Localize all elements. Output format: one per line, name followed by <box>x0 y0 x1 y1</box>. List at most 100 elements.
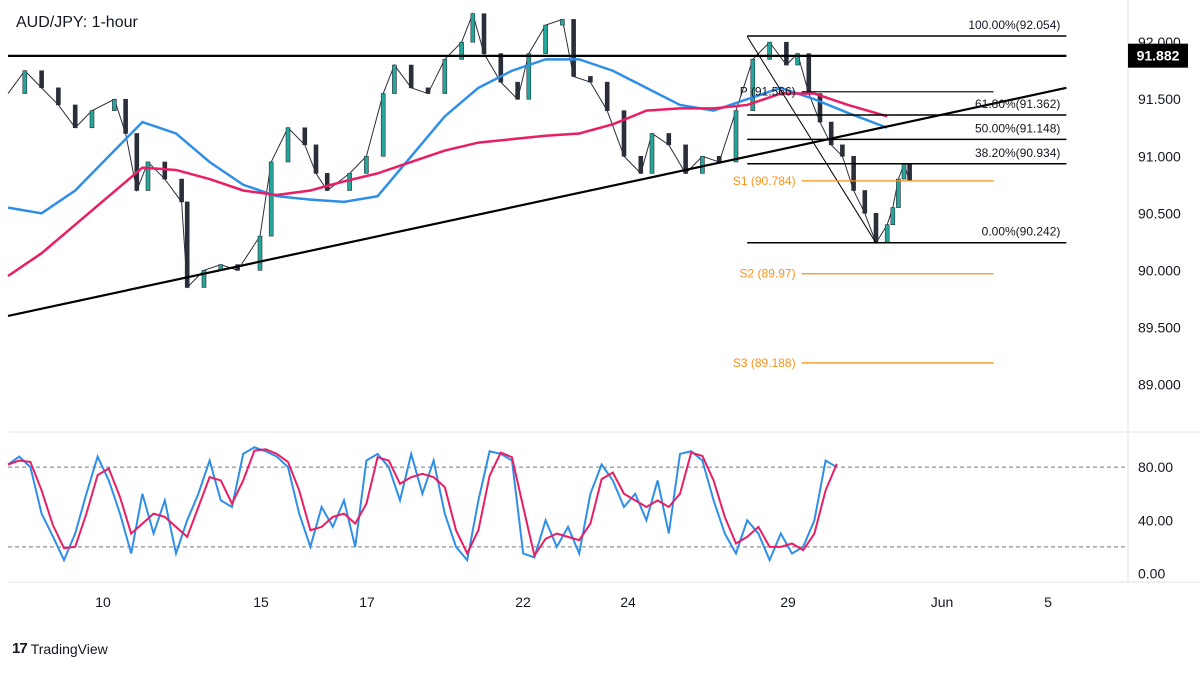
candle <box>716 155 722 163</box>
candle <box>638 155 644 174</box>
tradingview-logo-icon: 17 <box>12 640 28 657</box>
candle <box>364 155 369 174</box>
moving-average-line <box>7 92 888 278</box>
candle <box>201 270 207 288</box>
pivot-level-label: S3 (89.188) <box>733 356 796 370</box>
candle <box>621 110 627 157</box>
time-tick-label: 29 <box>780 594 796 610</box>
fib-level-label: 100.00%(92.054) <box>968 18 1060 32</box>
stochastic-k-line <box>7 446 838 563</box>
fib-level-label: 61.80%(91.362) <box>975 97 1060 111</box>
main-pane[interactable]: 100.00%(92.054) 61.80%(91.362) 50.00%(91.1… <box>7 12 1067 370</box>
candle <box>862 190 868 214</box>
candle <box>313 144 319 174</box>
axes: 92.00091.50091.00090.50090.00089.50089.0… <box>95 34 1188 610</box>
candle <box>767 41 772 60</box>
candle <box>851 155 856 191</box>
candle <box>649 133 655 174</box>
oscillator-tick-label: 80.00 <box>1138 459 1173 475</box>
moving-average-line <box>7 58 888 215</box>
candle <box>481 13 487 54</box>
candle <box>324 173 330 191</box>
tradingview-logo-text: TradingView <box>30 640 108 657</box>
ascending-trendline <box>7 86 1067 318</box>
time-tick-label: 24 <box>620 594 636 610</box>
price-tick-label: 90.000 <box>1138 262 1181 278</box>
current-price-label: 91.882 <box>1137 48 1180 64</box>
oscillator-tick-label: 0.00 <box>1138 565 1165 581</box>
candle <box>123 98 128 134</box>
time-tick-label: 5 <box>1044 594 1052 610</box>
fib-level-label: 38.20%(90.934) <box>975 146 1060 160</box>
candle <box>750 59 756 111</box>
candle <box>145 161 151 191</box>
candle <box>408 64 414 89</box>
candle <box>873 212 879 244</box>
candle <box>666 133 672 146</box>
oscillator-pane[interactable] <box>7 446 1128 563</box>
oscillator-tick-label: 40.00 <box>1138 512 1173 528</box>
time-tick-label: 10 <box>95 594 111 610</box>
candle <box>442 59 448 94</box>
candle <box>22 70 28 94</box>
candle <box>901 163 907 180</box>
candle <box>884 224 890 244</box>
candle <box>806 53 812 94</box>
time-tick-label: 15 <box>253 594 269 610</box>
pivot-level-label: P (91.566) <box>740 85 796 99</box>
candle <box>700 155 705 174</box>
fib-level-label: 50.00%(91.148) <box>975 121 1060 135</box>
candle <box>470 13 476 43</box>
fib-level-label: 0.00%(90.242) <box>982 225 1061 239</box>
price-tick-label: 91.000 <box>1138 148 1181 164</box>
candle <box>302 127 308 146</box>
candle <box>604 81 610 111</box>
candle <box>459 41 464 60</box>
stochastic-d-line <box>7 448 838 558</box>
candle <box>526 53 532 100</box>
candle <box>840 144 845 157</box>
candle <box>347 173 352 191</box>
candle <box>112 98 117 111</box>
chart-grid <box>8 0 1200 583</box>
candle <box>425 87 431 94</box>
candle <box>184 201 190 288</box>
candle <box>72 104 78 129</box>
candle <box>89 110 95 129</box>
candle <box>733 110 739 163</box>
candle <box>392 64 397 94</box>
price-tick-label: 89.000 <box>1138 376 1181 392</box>
candle <box>498 53 504 83</box>
price-line <box>7 12 911 289</box>
candle <box>134 133 140 191</box>
candle <box>380 93 386 157</box>
time-tick-label: Jun <box>931 594 954 610</box>
time-tick-label: 22 <box>515 594 531 610</box>
candle <box>268 161 274 237</box>
candle <box>890 207 896 226</box>
candle <box>543 24 548 54</box>
candle <box>515 81 520 100</box>
price-tick-label: 90.500 <box>1138 205 1181 221</box>
price-tick-label: 91.500 <box>1138 91 1181 107</box>
candle <box>39 70 44 89</box>
time-tick-label: 17 <box>359 594 375 610</box>
candle <box>817 93 823 123</box>
candle <box>828 121 834 146</box>
candle <box>560 19 565 26</box>
candle <box>56 87 61 106</box>
candle <box>784 41 789 66</box>
pivot-level-label: S1 (90.784) <box>733 174 796 188</box>
candle <box>571 19 576 77</box>
candle <box>683 144 688 174</box>
candle <box>588 76 593 83</box>
current-price-badge <box>1128 43 1188 68</box>
candle <box>257 235 263 271</box>
tradingview-logo[interactable]: 17 TradingView <box>12 640 108 657</box>
price-tick-label: 89.500 <box>1138 319 1181 335</box>
candle <box>896 178 901 208</box>
pivot-level-label: S2 (89.97) <box>740 267 796 281</box>
candle <box>907 163 912 182</box>
chart-title: AUD/JPY: 1-hour <box>16 14 138 31</box>
